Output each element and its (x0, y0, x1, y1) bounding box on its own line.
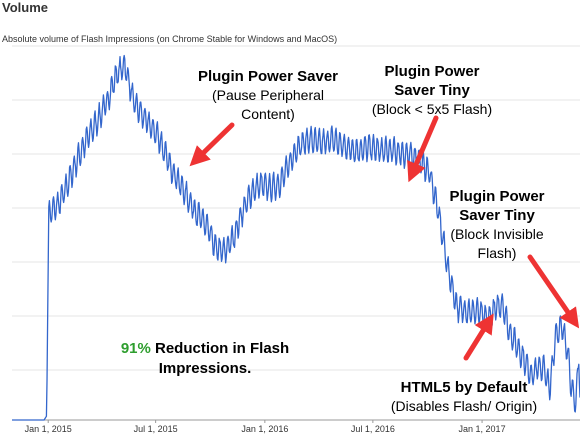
annotation-4-line-1: HTML5 by Default (401, 379, 528, 396)
reduction-text: Reduction in Flash (151, 340, 289, 357)
reduction-percent: 91% (121, 340, 151, 357)
annotation-arrow (527, 254, 580, 329)
annotation-2-line-2: Saver Tiny (394, 82, 470, 99)
arrows-layer (189, 115, 580, 361)
annotation-3-line-3: (Block Invisible (450, 226, 544, 242)
x-tick-label: Jan 1, 2016 (241, 424, 288, 434)
x-tick-label: Jul 1, 2016 (351, 424, 395, 434)
x-tick-label: Jan 1, 2017 (459, 424, 506, 434)
x-tick-label: Jul 1, 2015 (134, 424, 178, 434)
series-layer (11, 54, 580, 421)
series-line (11, 54, 580, 421)
annotations-layer: Plugin Power Saver (Pause Peripheral Conte… (121, 63, 545, 414)
annotation-arrow (463, 313, 494, 361)
annotation-2-line-1: Plugin Power (384, 63, 479, 80)
annotation-3-line-2: Saver Tiny (459, 207, 535, 224)
reduction-note-line-2: Impressions. (159, 360, 252, 377)
chart-title: Volume (2, 0, 48, 15)
annotation-1-line-1: Plugin Power Saver (198, 68, 338, 85)
x-axis: Jan 1, 2015 Jul 1, 2015 Jan 1, 2016 Jul 1, … (25, 420, 506, 434)
chart-subtitle: Absolute volume of Flash Impressions (on… (2, 34, 338, 44)
annotation-3-line-4: Flash) (478, 245, 517, 261)
annotation-4-line-2: (Disables Flash/ Origin) (391, 398, 537, 414)
annotation-arrow (407, 115, 439, 183)
annotation-1-line-3: Content) (241, 106, 295, 122)
x-tick-label: Jan 1, 2015 (25, 424, 72, 434)
annotation-3-line-1: Plugin Power (449, 188, 544, 205)
reduction-note-line-1: 91% Reduction in Flash (121, 340, 289, 357)
annotation-2-line-3: (Block < 5x5 Flash) (372, 101, 492, 117)
annotation-1-line-2: (Pause Peripheral (212, 87, 324, 103)
annotation-arrow (189, 122, 235, 167)
